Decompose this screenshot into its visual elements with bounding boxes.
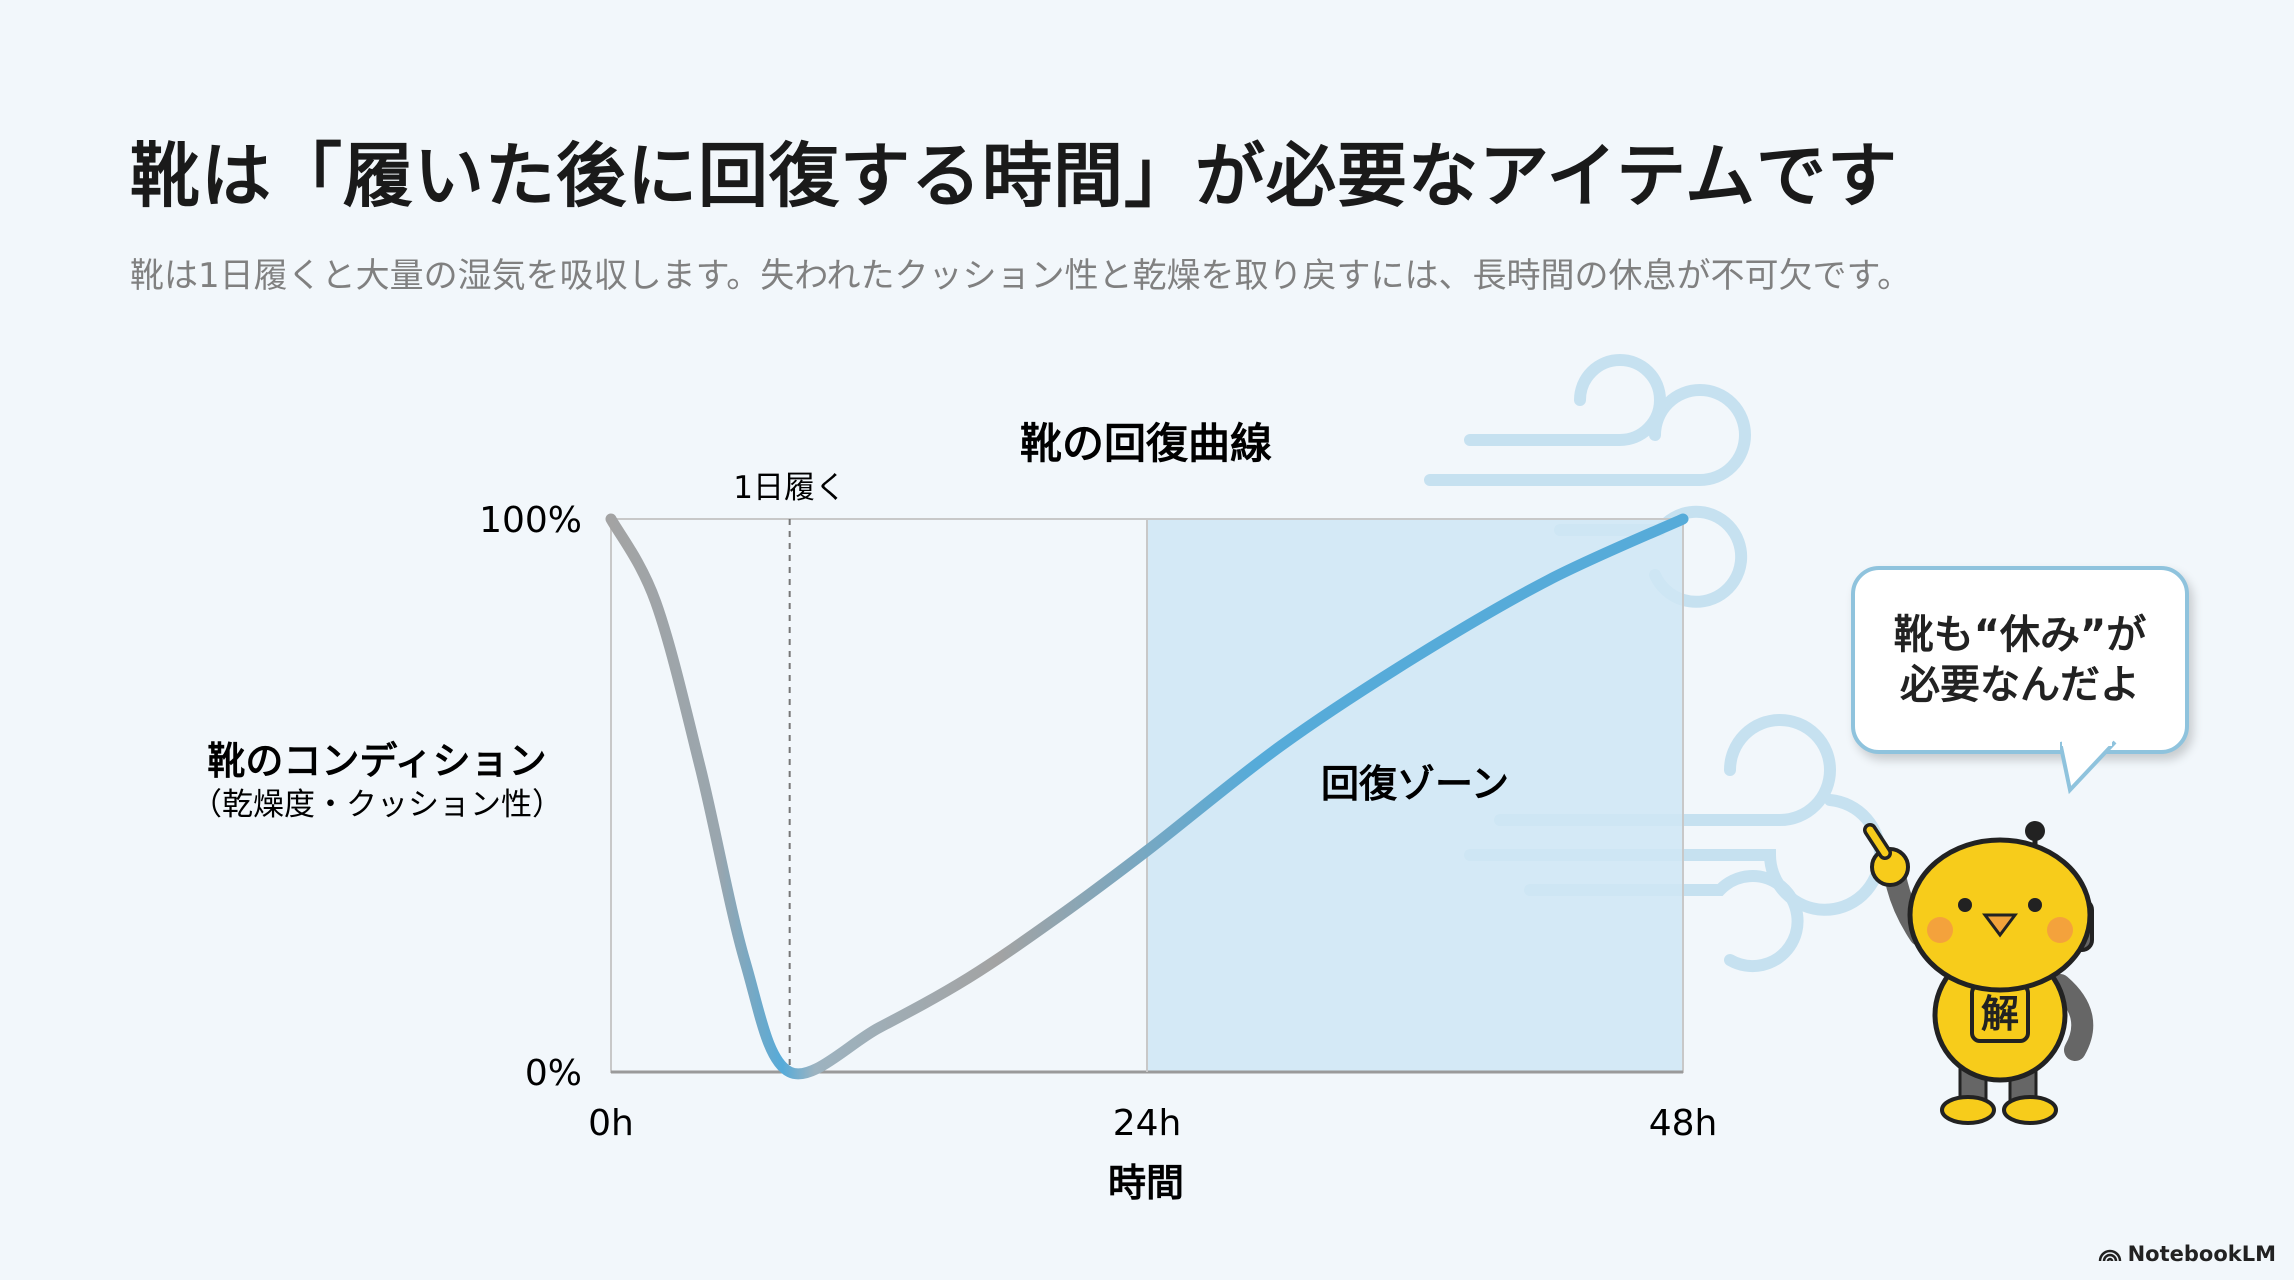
bubble-line-2: 必要なんだよ — [1899, 662, 2140, 708]
x-axis-label: 時間 — [1108, 1161, 1184, 1205]
y-tick-label: 100% — [479, 500, 582, 541]
logo-text: NotebookLM — [2127, 1242, 2276, 1266]
x-tick-label: 0h — [588, 1103, 634, 1144]
robot-chick-mascot: 解 — [1863, 821, 2094, 1125]
bubble-tail — [2060, 740, 2117, 795]
zone-label: 回復ゾーン — [1321, 762, 1509, 806]
wear-marker-label: 1日履く — [733, 470, 846, 506]
y-tick-label: 0% — [525, 1053, 582, 1094]
x-tick-label: 24h — [1113, 1103, 1182, 1144]
y-axis-label: 靴のコンディション — [207, 739, 546, 783]
page-title: 靴は「履いた後に回復する時間」が必要なアイテムです — [130, 135, 1898, 217]
notebooklm-icon — [2098, 1249, 2121, 1262]
recovery-zone — [1147, 519, 1683, 1072]
page-subtitle: 靴は1日履くと大量の湿気を吸収します。失われたクッション性と乾燥を取り戻すには、… — [130, 256, 1912, 296]
x-tick-label: 48h — [1649, 1103, 1718, 1144]
speech-bubble: 靴も“休み”が 必要なんだよ — [1851, 566, 2189, 754]
notebooklm-logo: NotebookLM — [2098, 1242, 2276, 1266]
chart-title: 靴の回復曲線 — [1020, 419, 1272, 468]
bubble-line-1: 靴も“休み”が — [1893, 612, 2147, 658]
y-axis-sublabel: （乾燥度・クッション性） — [191, 787, 563, 823]
mascot-badge: 解 — [1981, 992, 2019, 1036]
recovery-curve — [605, 513, 1689, 1080]
